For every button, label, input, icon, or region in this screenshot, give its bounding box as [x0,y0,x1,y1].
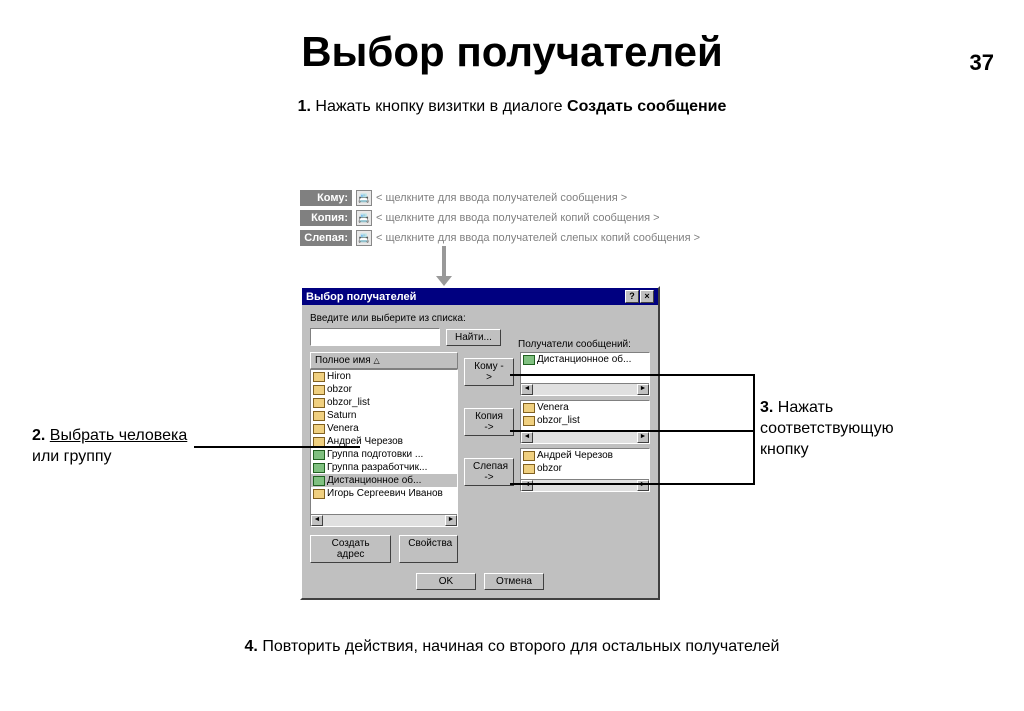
page-title: Выбор получателей [0,28,1024,76]
list-item[interactable]: Группа разработчик... [311,461,457,474]
cc-listbox[interactable]: Venera obzor_list ◄► [520,400,650,444]
search-input[interactable] [310,328,440,346]
list-item[interactable]: Дистанционное об... [521,353,649,366]
list-item-label: Игорь Сергеевич Иванов [327,488,443,499]
list-item[interactable]: Venera [311,422,457,435]
list-item-label: Дистанционное об... [327,475,421,486]
recipients-label: Получатели сообщений: [518,339,631,350]
person-icon [313,411,325,421]
list-item-label: obzor_list [327,397,370,408]
create-address-button[interactable]: Создать адрес [310,535,391,563]
annotation-line [194,446,360,448]
addressbook-icon[interactable]: 📇 [356,210,372,226]
group-icon [523,355,535,365]
list-item[interactable]: Андрей Черезов [521,449,649,462]
list-item-label: Андрей Черезов [537,450,613,461]
list-item-label: Saturn [327,410,356,421]
addressbook-icon[interactable]: 📇 [356,230,372,246]
person-icon [313,372,325,382]
person-icon [523,451,535,461]
prompt-label: Введите или выберите из списка: [310,313,650,324]
list-item-label: obzor_list [537,415,580,426]
list-item[interactable]: Группа подготовки ... [311,448,457,461]
to-placeholder[interactable]: < щелкните для ввода получателей сообщен… [376,192,627,204]
list-item[interactable]: obzor [521,462,649,475]
bcc-label: Слепая: [300,230,352,246]
horizontal-scrollbar[interactable]: ◄► [311,514,457,526]
page-number: 37 [970,50,994,76]
column-header[interactable]: Полное имя △ [310,352,458,369]
arrow-down-icon [442,246,446,278]
list-item-label: Группа подготовки ... [327,449,423,460]
list-item[interactable]: Saturn [311,409,457,422]
annotation-line [510,483,755,485]
list-item[interactable]: Venera [521,401,649,414]
bcc-listbox[interactable]: Андрей Черезов obzor ◄► [520,448,650,492]
addressbook-icon[interactable]: 📇 [356,190,372,206]
list-item[interactable]: obzor_list [311,396,457,409]
person-icon [313,437,325,447]
horizontal-scrollbar[interactable]: ◄► [521,479,649,491]
horizontal-scrollbar[interactable]: ◄► [521,431,649,443]
person-icon [313,385,325,395]
help-button[interactable]: ? [625,290,639,303]
dialog-title: Выбор получателей [306,291,625,303]
step1-instruction: 1. Нажать кнопку визитки в диалоге Созда… [0,98,1024,116]
cc-button[interactable]: Копия -> [464,408,514,436]
horizontal-scrollbar[interactable]: ◄► [521,383,649,395]
group-icon [313,450,325,460]
list-item[interactable]: obzor_list [521,414,649,427]
list-item-label: obzor [327,384,352,395]
select-recipients-dialog: Выбор получателей ? × Введите или выбери… [300,286,660,600]
cancel-button[interactable]: Отмена [484,573,544,590]
person-icon [313,489,325,499]
cc-label: Копия: [300,210,352,226]
step2-annotation: 2. Выбрать человека или группу [32,426,187,468]
list-item[interactable]: Hiron [311,370,457,383]
list-item-label: Группа разработчик... [327,462,427,473]
list-item-label: Venera [327,423,359,434]
dialog-titlebar: Выбор получателей ? × [302,288,658,305]
step4-instruction: 4. Повторить действия, начиная со второг… [0,638,1024,656]
person-icon [313,398,325,408]
list-item[interactable]: Дистанционное об... [311,474,457,487]
ok-button[interactable]: OK [416,573,476,590]
list-item-label: obzor [537,463,562,474]
list-item[interactable]: Игорь Сергеевич Иванов [311,487,457,500]
names-listbox[interactable]: Hironobzorobzor_listSaturnVeneraАндрей Ч… [310,369,458,527]
list-item-label: Hiron [327,371,351,382]
group-icon [313,463,325,473]
list-item[interactable]: obzor [311,383,457,396]
cc-placeholder[interactable]: < щелкните для ввода получателей копий с… [376,212,660,224]
annotation-line [510,430,755,432]
annotation-line [753,374,755,485]
person-icon [523,464,535,474]
group-icon [313,476,325,486]
list-item-label: Venera [537,402,569,413]
to-label: Кому: [300,190,352,206]
annotation-line [510,374,755,376]
recipients-preview: Кому: 📇 < щелкните для ввода получателей… [300,188,700,248]
person-icon [523,403,535,413]
person-icon [313,424,325,434]
find-button[interactable]: Найти... [446,329,501,346]
properties-button[interactable]: Свойства [399,535,458,563]
close-button[interactable]: × [640,290,654,303]
person-icon [523,416,535,426]
bcc-placeholder[interactable]: < щелкните для ввода получателей слепых … [376,232,700,244]
to-button[interactable]: Кому -> [464,358,514,386]
bcc-button[interactable]: Слепая -> [464,458,514,486]
list-item-label: Дистанционное об... [537,354,631,365]
step3-annotation: 3. Нажать соответствующую кнопку [760,398,894,460]
